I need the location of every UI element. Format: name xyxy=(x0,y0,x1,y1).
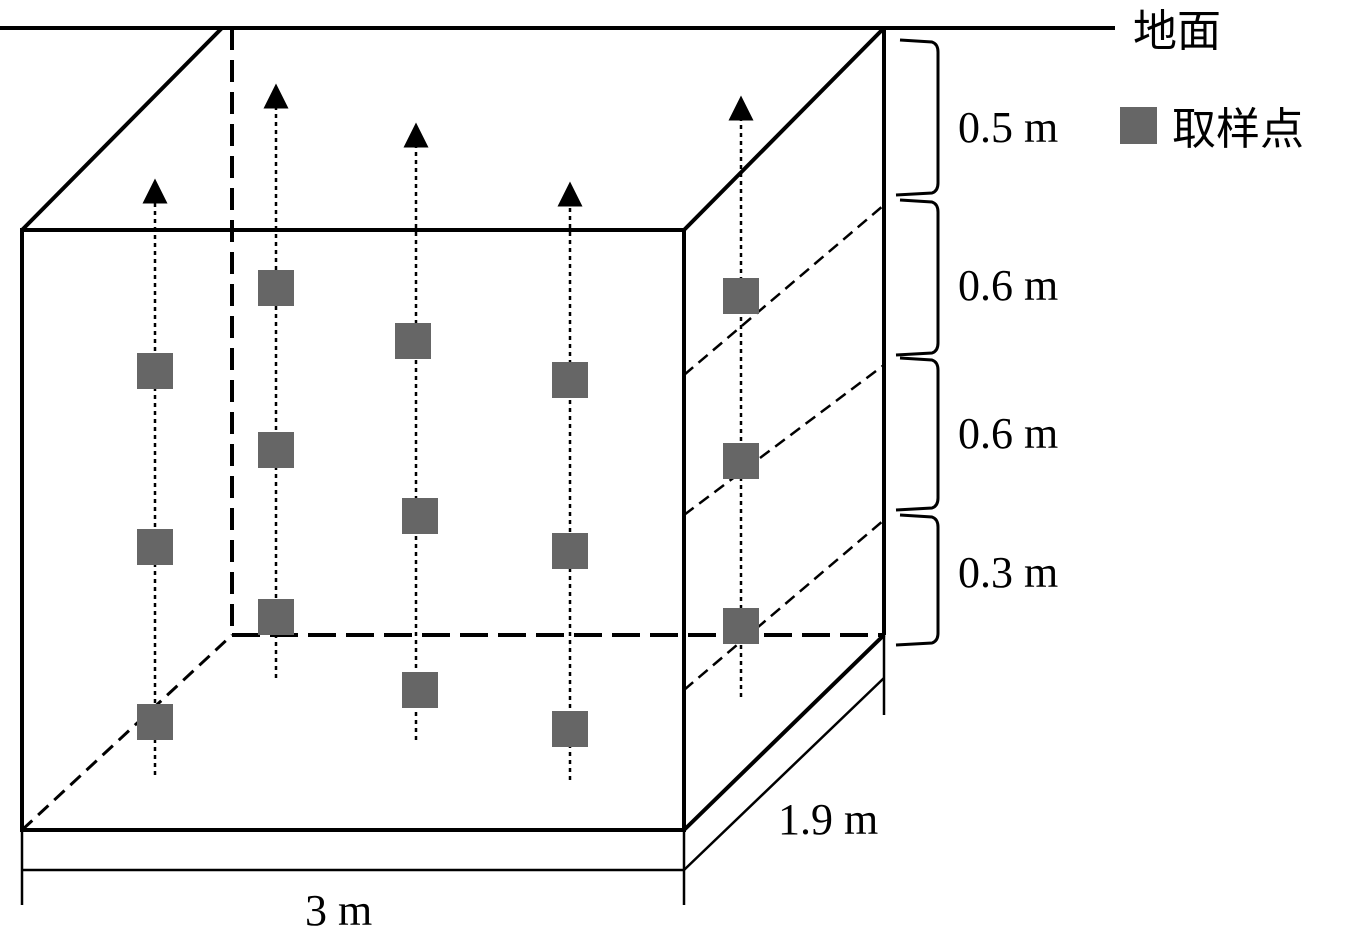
top-right-edge xyxy=(682,26,886,232)
layer-line xyxy=(683,519,885,691)
sampling-point xyxy=(258,270,294,306)
layer-brace xyxy=(895,513,940,647)
top-left-edge xyxy=(20,26,224,232)
sampling-point xyxy=(137,704,173,740)
sampling-point xyxy=(137,529,173,565)
sampling-point xyxy=(552,533,588,569)
sampling-point xyxy=(723,608,759,644)
layer-label: 0.6 m xyxy=(958,409,1058,458)
sampling-point xyxy=(258,599,294,635)
layer-line xyxy=(683,364,885,516)
legend-label: 取样点 xyxy=(1172,105,1304,154)
sampling-point xyxy=(552,362,588,398)
sampling-point xyxy=(723,278,759,314)
bottom-right-edge xyxy=(682,633,886,832)
layer-label: 0.5 m xyxy=(958,103,1058,152)
depth-label: 1.9 m xyxy=(778,795,878,844)
layer-brace xyxy=(895,198,940,357)
width-label: 3 m xyxy=(305,886,372,929)
bottom-left-diagonal xyxy=(20,633,234,832)
layer-brace xyxy=(895,38,940,197)
layer-label: 0.3 m xyxy=(958,548,1058,597)
legend-marker xyxy=(1120,107,1157,144)
sampling-point xyxy=(395,323,431,359)
sampling-point xyxy=(258,432,294,468)
ground-label: 地面 xyxy=(1133,7,1221,56)
front-face xyxy=(20,228,686,832)
layer-label: 0.6 m xyxy=(958,261,1058,310)
sampling-point xyxy=(137,353,173,389)
sampling-point xyxy=(402,498,438,534)
sampling-point xyxy=(723,443,759,479)
sampling-point xyxy=(552,711,588,747)
layer-line xyxy=(683,204,885,376)
dimension-line xyxy=(683,677,885,871)
layer-brace xyxy=(895,356,940,512)
sampling-point xyxy=(402,672,438,708)
